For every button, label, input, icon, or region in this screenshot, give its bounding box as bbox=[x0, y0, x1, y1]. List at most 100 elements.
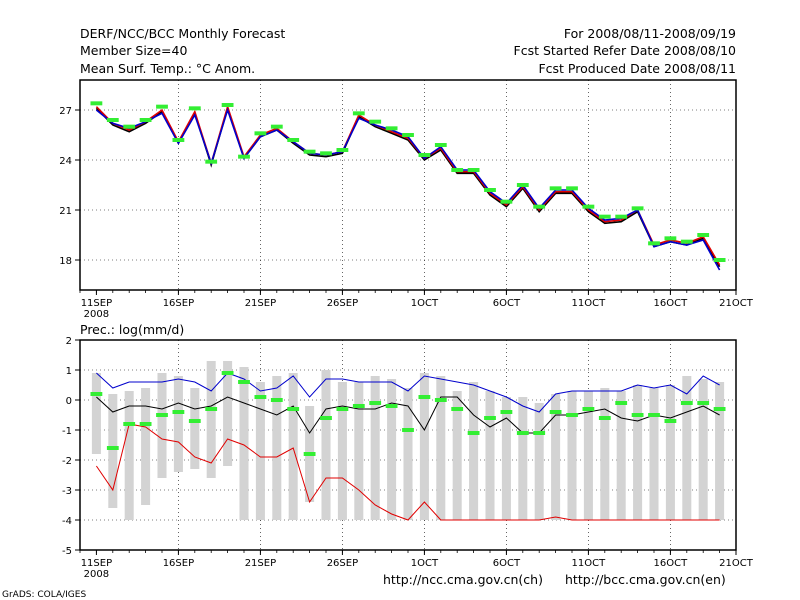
p1-spread-bar-19 bbox=[403, 388, 413, 520]
p0-observed-marker-0 bbox=[90, 101, 103, 106]
p0-observed-marker-29 bbox=[566, 186, 578, 191]
p1-spread-bar-27 bbox=[534, 403, 544, 520]
p1-spread-bar-18 bbox=[387, 379, 397, 520]
p1-year-label: 2008 bbox=[84, 569, 109, 580]
p0-observed-marker-22 bbox=[451, 168, 464, 172]
p0-observed-marker-5 bbox=[172, 138, 185, 142]
p1-ytick-label-5: 0 bbox=[66, 396, 72, 407]
p1-spread-bar-15 bbox=[337, 382, 347, 520]
header-left-1: DERF/NCC/BCC Monthly Forecast bbox=[80, 26, 285, 41]
p0-observed-marker-6 bbox=[188, 106, 201, 111]
p1-observed-marker-25 bbox=[500, 410, 513, 414]
p1-spread-bar-23 bbox=[469, 382, 479, 520]
p1-observed-marker-4 bbox=[156, 413, 168, 417]
p0-observed-marker-28 bbox=[549, 186, 562, 191]
p0-xtick-label-0: 11SEP bbox=[81, 298, 112, 309]
p0-observed-marker-7 bbox=[205, 159, 218, 164]
p0-xtick-label-1: 16SEP bbox=[163, 298, 194, 309]
p1-spread-bar-4 bbox=[157, 373, 167, 478]
p1-spread-bar-22 bbox=[452, 391, 462, 520]
p1-observed-marker-32 bbox=[615, 401, 628, 405]
p0-ytick-label-2: 24 bbox=[59, 156, 72, 167]
p1-spread-bar-9 bbox=[239, 367, 249, 520]
p0-observed-marker-8 bbox=[221, 103, 234, 107]
p1-xtick-label-4: 1OCT bbox=[411, 558, 439, 569]
p1-observed-marker-31 bbox=[598, 416, 611, 420]
p0-observed-marker-31 bbox=[598, 214, 611, 219]
p1-observed-marker-28 bbox=[549, 410, 562, 414]
p1-spread-bar-6 bbox=[190, 388, 200, 469]
p1-observed-marker-24 bbox=[484, 416, 496, 420]
p0-observed-marker-36 bbox=[680, 239, 693, 244]
p1-xtick-label-8: 21OCT bbox=[719, 558, 754, 569]
p1-spread-bar-25 bbox=[501, 397, 511, 520]
p1-spread-bar-12 bbox=[288, 373, 298, 520]
p1-series-blue bbox=[96, 372, 720, 413]
p0-ytick-label-0: 18 bbox=[59, 256, 72, 267]
p1-observed-marker-26 bbox=[516, 431, 529, 435]
p1-spread-bar-2 bbox=[124, 391, 134, 520]
p0-xtick-label-2: 21SEP bbox=[245, 298, 276, 309]
p1-observed-marker-33 bbox=[631, 413, 644, 417]
p1-observed-marker-37 bbox=[697, 401, 710, 405]
grads-credit: GrADS: COLA/IGES bbox=[2, 590, 86, 600]
p1-observed-marker-3 bbox=[139, 422, 152, 426]
p1-observed-marker-29 bbox=[566, 413, 578, 417]
p1-observed-marker-38 bbox=[713, 407, 726, 411]
p0-observed-marker-12 bbox=[287, 138, 300, 142]
p0-observed-marker-10 bbox=[254, 131, 267, 136]
p0-observed-marker-16 bbox=[352, 111, 365, 116]
p1-series-red bbox=[95, 423, 720, 521]
url-ncc[interactable]: http://ncc.cma.gov.cn(ch) bbox=[383, 572, 543, 587]
p0-observed-marker-20 bbox=[418, 153, 431, 157]
p1-spread-bar-26 bbox=[518, 397, 528, 520]
p0-observed-marker-3 bbox=[139, 118, 152, 122]
p0-observed-marker-24 bbox=[484, 188, 496, 192]
p1-observed-marker-18 bbox=[385, 404, 398, 408]
precipitation-title: Prec.: log(mm/d) bbox=[80, 322, 184, 337]
p1-observed-marker-10 bbox=[254, 395, 267, 399]
p1-ytick-label-7: 2 bbox=[66, 336, 72, 347]
p1-observed-marker-19 bbox=[402, 428, 414, 432]
p0-observed-marker-17 bbox=[369, 119, 382, 124]
p1-observed-marker-6 bbox=[188, 419, 201, 423]
p0-observed-marker-1 bbox=[106, 118, 119, 122]
p0-observed-marker-26 bbox=[516, 183, 529, 187]
url-bcc[interactable]: http://bcc.cma.gov.cn(en) bbox=[565, 572, 726, 587]
p0-observed-marker-30 bbox=[582, 204, 595, 209]
p1-observed-marker-13 bbox=[303, 452, 316, 456]
p1-spread-bar-3 bbox=[141, 388, 151, 505]
header-right-3: Fcst Produced Date 2008/08/11 bbox=[538, 61, 736, 76]
p1-spread-bar-35 bbox=[665, 385, 675, 520]
p0-xtick-label-8: 21OCT bbox=[719, 298, 754, 309]
p1-spread-bar-11 bbox=[272, 376, 282, 520]
p1-ytick-label-1: -4 bbox=[62, 516, 72, 527]
p1-xtick-label-3: 26SEP bbox=[327, 558, 358, 569]
p1-observed-marker-36 bbox=[680, 401, 693, 405]
p0-observed-marker-37 bbox=[697, 233, 710, 237]
p0-observed-marker-34 bbox=[648, 241, 660, 246]
p0-observed-marker-15 bbox=[336, 148, 349, 152]
p1-xtick-label-6: 11OCT bbox=[572, 558, 607, 569]
p0-observed-marker-27 bbox=[533, 204, 546, 209]
p1-observed-marker-34 bbox=[648, 413, 660, 417]
p1-observed-marker-35 bbox=[664, 419, 677, 423]
p0-series-red bbox=[95, 103, 721, 266]
header-right-1: For 2008/08/11-2008/09/19 bbox=[564, 26, 736, 41]
p1-observed-marker-7 bbox=[205, 407, 218, 411]
p1-observed-marker-27 bbox=[533, 431, 546, 435]
p1-spread-bar-33 bbox=[633, 385, 643, 520]
p0-ytick-label-1: 21 bbox=[59, 206, 72, 217]
p1-observed-marker-1 bbox=[106, 446, 119, 450]
p0-observed-marker-9 bbox=[238, 154, 250, 159]
p1-spread-bar-17 bbox=[370, 376, 380, 520]
p0-observed-marker-35 bbox=[664, 236, 677, 241]
p1-spread-bar-36 bbox=[682, 376, 692, 520]
p0-observed-marker-33 bbox=[631, 206, 644, 211]
p0-observed-marker-14 bbox=[320, 151, 332, 156]
p0-observed-marker-13 bbox=[303, 149, 316, 154]
p0-year-label: 2008 bbox=[84, 309, 109, 320]
p1-ytick-label-2: -3 bbox=[62, 486, 72, 497]
p0-observed-marker-21 bbox=[434, 143, 447, 147]
p1-observed-marker-30 bbox=[582, 407, 595, 411]
